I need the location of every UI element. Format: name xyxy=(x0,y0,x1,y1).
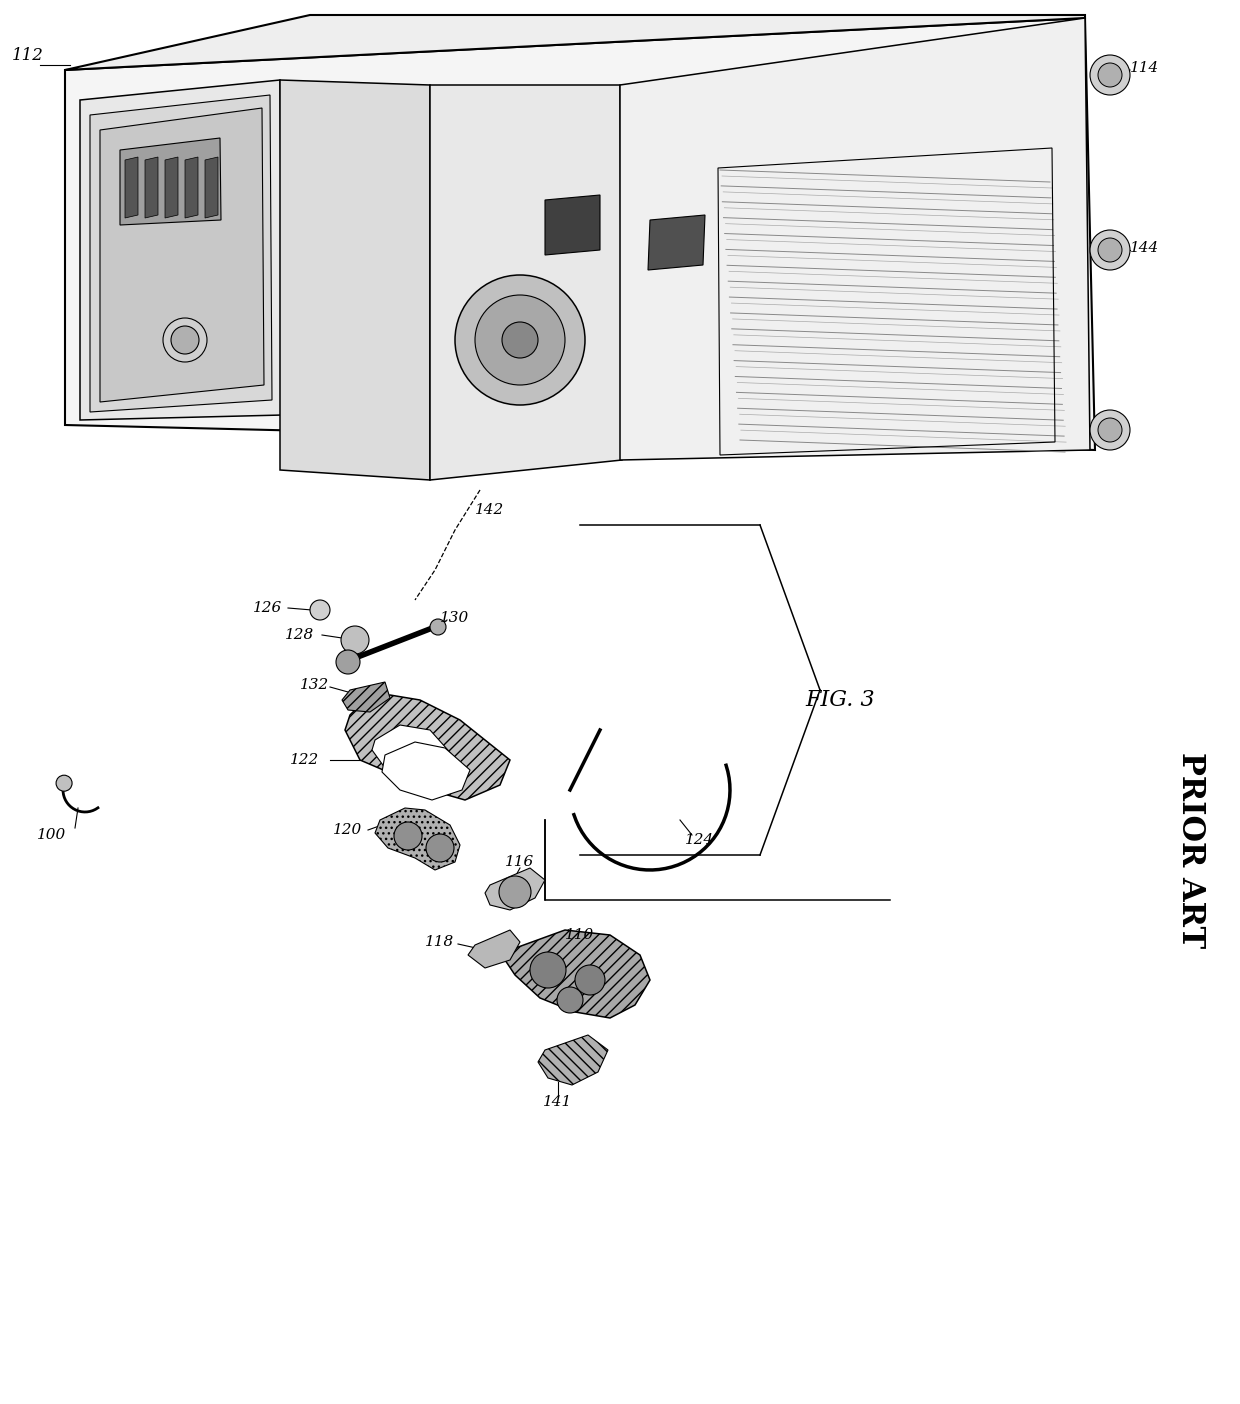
Polygon shape xyxy=(372,724,455,782)
Circle shape xyxy=(336,650,360,674)
Polygon shape xyxy=(505,929,650,1018)
Circle shape xyxy=(1090,230,1130,270)
Polygon shape xyxy=(538,1035,608,1085)
Circle shape xyxy=(1097,418,1122,442)
Polygon shape xyxy=(430,86,622,480)
Circle shape xyxy=(310,600,330,621)
Text: 112: 112 xyxy=(12,46,43,63)
Circle shape xyxy=(575,965,605,995)
Text: 100: 100 xyxy=(37,828,67,842)
Circle shape xyxy=(1090,55,1130,95)
Circle shape xyxy=(56,775,72,792)
Polygon shape xyxy=(64,15,1085,70)
Polygon shape xyxy=(485,868,546,910)
Polygon shape xyxy=(125,157,138,218)
Text: 141: 141 xyxy=(543,1095,573,1109)
Circle shape xyxy=(1097,63,1122,87)
Polygon shape xyxy=(185,157,198,218)
Text: 128: 128 xyxy=(285,628,315,642)
Polygon shape xyxy=(345,695,510,800)
Polygon shape xyxy=(546,195,600,256)
Circle shape xyxy=(498,876,531,908)
Text: 114: 114 xyxy=(1131,60,1159,74)
Polygon shape xyxy=(620,18,1090,461)
Circle shape xyxy=(1090,410,1130,451)
Circle shape xyxy=(171,326,198,354)
Circle shape xyxy=(162,317,207,362)
Polygon shape xyxy=(81,80,283,420)
Polygon shape xyxy=(280,80,430,480)
Text: 126: 126 xyxy=(253,601,283,615)
Circle shape xyxy=(529,952,565,988)
Polygon shape xyxy=(91,95,272,411)
Polygon shape xyxy=(120,138,221,225)
Text: 130: 130 xyxy=(440,611,470,625)
Polygon shape xyxy=(205,157,218,218)
Circle shape xyxy=(430,619,446,635)
Circle shape xyxy=(394,821,422,849)
Circle shape xyxy=(475,295,565,385)
Polygon shape xyxy=(165,157,179,218)
Polygon shape xyxy=(382,741,470,800)
Text: PRIOR ART: PRIOR ART xyxy=(1174,753,1205,948)
Polygon shape xyxy=(145,157,157,218)
Circle shape xyxy=(557,987,583,1014)
Text: 132: 132 xyxy=(300,678,330,692)
Polygon shape xyxy=(374,807,460,870)
Polygon shape xyxy=(467,929,520,967)
Circle shape xyxy=(427,834,454,862)
Polygon shape xyxy=(342,682,391,712)
Text: 144: 144 xyxy=(1131,241,1159,256)
Polygon shape xyxy=(100,108,264,402)
Text: 116: 116 xyxy=(506,855,534,869)
Polygon shape xyxy=(649,215,706,270)
Circle shape xyxy=(341,626,370,654)
Text: 120: 120 xyxy=(334,823,362,837)
Text: 122: 122 xyxy=(290,753,320,767)
Text: FIG. 3: FIG. 3 xyxy=(805,689,874,710)
Text: 110: 110 xyxy=(565,928,595,942)
Circle shape xyxy=(1097,239,1122,263)
Circle shape xyxy=(455,275,585,404)
Circle shape xyxy=(502,322,538,358)
Polygon shape xyxy=(64,18,1095,451)
Text: 118: 118 xyxy=(425,935,455,949)
Text: 142: 142 xyxy=(475,503,505,517)
Text: 124: 124 xyxy=(686,833,714,847)
